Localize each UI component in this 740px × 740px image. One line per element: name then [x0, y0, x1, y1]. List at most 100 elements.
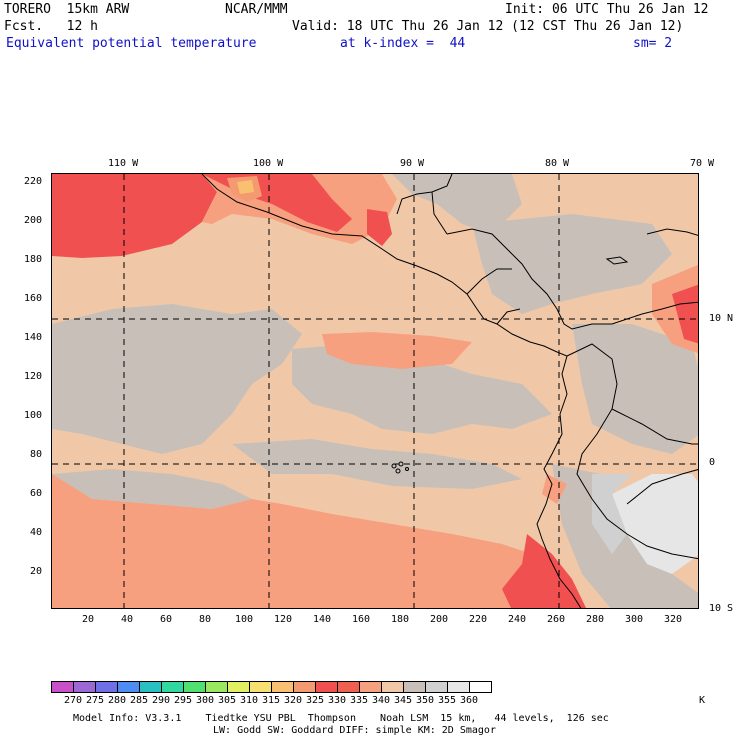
- y-tick-label: 60: [30, 488, 43, 499]
- colorbar-swatch: [161, 681, 184, 693]
- colorbar-swatch: [205, 681, 228, 693]
- y-tick-label: 100: [24, 410, 43, 421]
- coast-yucatan: [396, 174, 453, 215]
- colorbar-swatch: [359, 681, 382, 693]
- coast-venezuela: [611, 301, 698, 325]
- level-info: at k-index = 44: [340, 36, 466, 51]
- colorbar-swatch: [381, 681, 404, 693]
- colorbar-swatch: [337, 681, 360, 693]
- y-tick-label: 40: [30, 527, 43, 538]
- model-info: Model Info: V3.3.1 Tiedtke YSU PBL Thomp…: [73, 713, 609, 724]
- lon-label-90w: 90 W: [400, 158, 425, 169]
- colorbar-label: 310: [240, 695, 259, 706]
- lat-label-0: 0: [709, 457, 716, 468]
- physics-info: LW: Godd SW: Goddard DIFF: simple KM: 2D…: [213, 725, 496, 736]
- field-345-south-1: [52, 469, 252, 509]
- colorbar-swatch: [403, 681, 426, 693]
- colorbar-label: 305: [218, 695, 237, 706]
- theta-e-map: [51, 173, 699, 609]
- field-name: Equivalent potential temperature: [6, 36, 257, 51]
- lon-label-70w: 70 W: [690, 158, 715, 169]
- field-330-northwest: [52, 174, 217, 258]
- field-320-pocket: [237, 180, 254, 194]
- field-335-south-ocean: [52, 474, 571, 608]
- border-central-2: [466, 268, 512, 295]
- colorbar-swatch: [469, 681, 492, 693]
- colorbar-label: 340: [372, 695, 391, 706]
- field-345-mexico: [392, 174, 522, 234]
- x-tick-label: 260: [547, 614, 566, 625]
- x-tick-label: 220: [469, 614, 488, 625]
- x-tick-label: 160: [352, 614, 371, 625]
- colorbar-label: 335: [350, 695, 369, 706]
- colorbar-label: 325: [306, 695, 325, 706]
- galapagos-islands: [391, 461, 409, 474]
- coast-caribbean: [446, 228, 612, 330]
- field-330-gulf: [367, 209, 392, 246]
- forecast-hour: Fcst. 12 h: [4, 19, 98, 34]
- lat-label-10n: 10 N: [709, 313, 734, 324]
- y-tick-label: 200: [24, 215, 43, 226]
- x-tick-label: 300: [625, 614, 644, 625]
- coast-cuba: [646, 228, 698, 236]
- x-tick-label: 80: [199, 614, 212, 625]
- coastlines: [201, 174, 698, 608]
- colorbar-swatch: [183, 681, 206, 693]
- x-tick-label: 120: [274, 614, 293, 625]
- colorbar-label: 345: [394, 695, 413, 706]
- lon-label-100w: 100 W: [253, 158, 284, 169]
- lat-lon-grid: [52, 174, 698, 608]
- x-tick-label: 320: [664, 614, 683, 625]
- colorbar-swatch: [447, 681, 470, 693]
- coast-jamaica: [605, 256, 629, 265]
- y-tick-label: 140: [24, 332, 43, 343]
- coast-mexico: [201, 174, 558, 353]
- center-name: NCAR/MMM: [225, 2, 288, 17]
- colorbar-label: 320: [284, 695, 303, 706]
- colorbar-label: 295: [174, 695, 193, 706]
- colorbar-label: 350: [416, 695, 435, 706]
- colorbar-swatch: [51, 681, 74, 693]
- x-tick-label: 100: [235, 614, 254, 625]
- colorbar-label: 270: [64, 695, 83, 706]
- colorbar-swatch: [315, 681, 338, 693]
- y-tick-label: 120: [24, 371, 43, 382]
- colorbar-label: 290: [152, 695, 171, 706]
- init-time: Init: 06 UTC Thu 26 Jan 12: [505, 2, 709, 17]
- colorbar-label: 360: [460, 695, 479, 706]
- colorbar-swatch: [73, 681, 96, 693]
- x-tick-label: 140: [313, 614, 332, 625]
- colorbar-label: 315: [262, 695, 281, 706]
- colorbar-swatch: [293, 681, 316, 693]
- colorbar-swatch: [117, 681, 140, 693]
- colorbar-swatch: [271, 681, 294, 693]
- x-tick-label: 180: [391, 614, 410, 625]
- colorbar-swatch: [425, 681, 448, 693]
- colorbar-label: 280: [108, 695, 127, 706]
- field-330-east: [672, 284, 698, 344]
- x-tick-label: 40: [121, 614, 134, 625]
- colorbar-label: 355: [438, 695, 457, 706]
- x-tick-label: 200: [430, 614, 449, 625]
- field-350-amazon-edge: [592, 474, 632, 554]
- lon-label-80w: 80 W: [545, 158, 570, 169]
- colorbar-label: 330: [328, 695, 347, 706]
- y-tick-label: 20: [30, 566, 43, 577]
- colorbar-swatch: [227, 681, 250, 693]
- model-name: TORERO 15km ARW: [4, 2, 130, 17]
- field-335-pacific-band: [322, 332, 472, 369]
- border-central-1: [431, 191, 448, 235]
- colorbar-label: 285: [130, 695, 149, 706]
- y-tick-label: 80: [30, 449, 43, 460]
- x-tick-label: 20: [82, 614, 95, 625]
- y-tick-label: 180: [24, 254, 43, 265]
- field-330-peru-coast: [502, 534, 587, 608]
- colorbar-swatch: [249, 681, 272, 693]
- x-tick-label: 60: [160, 614, 173, 625]
- theta-e-field-svg: [52, 174, 698, 608]
- y-tick-label: 160: [24, 293, 43, 304]
- valid-time: Valid: 18 UTC Thu 26 Jan 12 (12 CST Thu …: [292, 19, 684, 34]
- field-345-west-blob: [52, 304, 302, 454]
- y-tick-label: 220: [24, 176, 43, 187]
- colorbar-label: 300: [196, 695, 215, 706]
